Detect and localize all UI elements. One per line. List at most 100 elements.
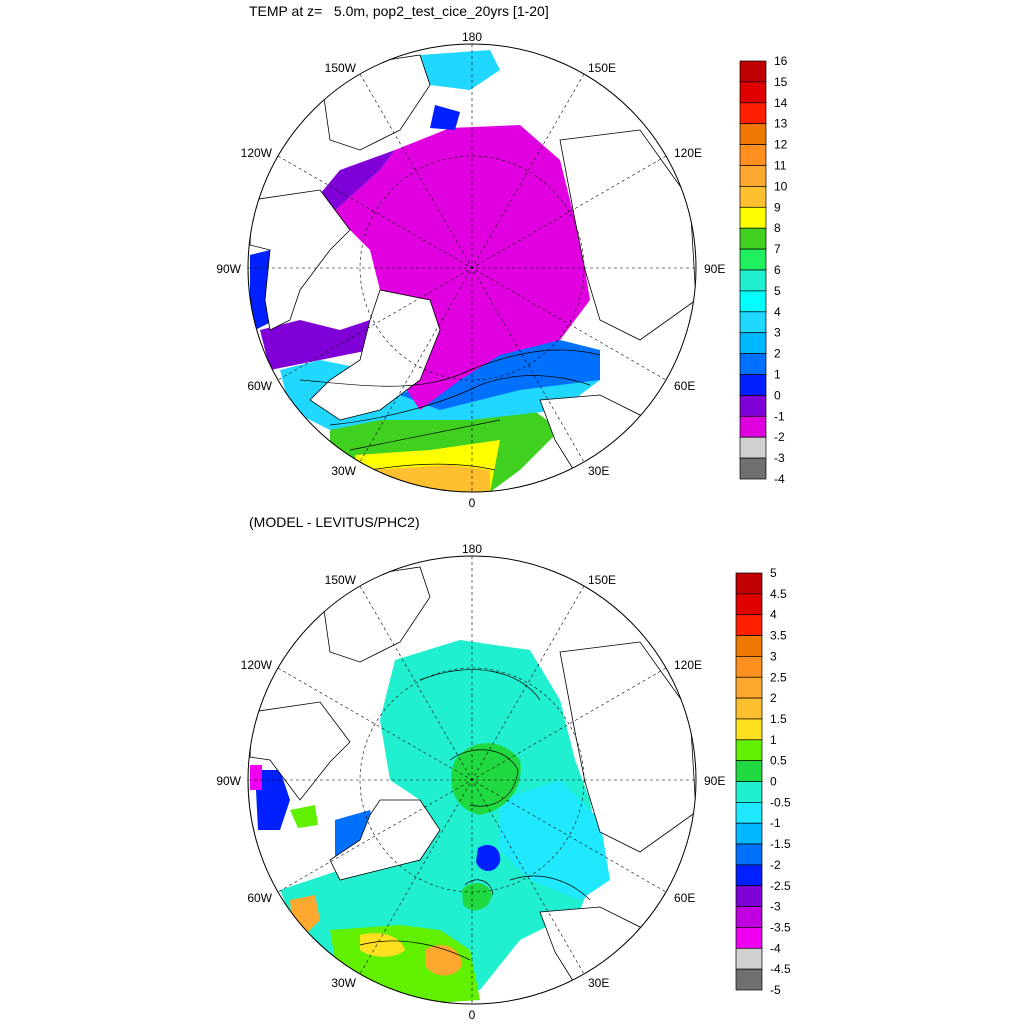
- contour-line: [329, 375, 591, 426]
- colorbar-swatch: [739, 123, 767, 145]
- colorbar-swatch: [735, 864, 763, 887]
- colorbar-label: 1: [774, 368, 781, 382]
- lon-label-120w: 120W: [241, 658, 273, 672]
- colorbar-label: -3: [770, 900, 781, 914]
- lon-label-60w: 60W: [247, 379, 272, 393]
- colorbar-label: 5: [774, 284, 781, 298]
- colorbar-label: 1.5: [770, 712, 787, 726]
- diff-field-lightblue: [500, 780, 610, 900]
- polar-map-1: 180 0 90W 90E 150W 120W 150E 120E 60W 30…: [216, 30, 725, 510]
- polar-map-2: 180 0 90W 90E 150W 120W 150E 120E 60W 30…: [216, 542, 725, 1022]
- colorbar-swatch: [739, 206, 767, 229]
- colorbar-swatch: [735, 843, 763, 866]
- lon-label-150e: 150E: [588, 61, 616, 75]
- colorbar-label: 0: [770, 775, 777, 789]
- diff-field-cyan: [280, 640, 600, 1004]
- map-border: [247, 555, 697, 1005]
- colorbar-swatch: [735, 822, 763, 845]
- colorbar-label: 2: [774, 347, 781, 361]
- canada-land: [249, 189, 351, 331]
- lon-label-150e: 150E: [588, 573, 616, 587]
- colorbar-label: -4: [770, 941, 781, 955]
- colorbar-swatch: [739, 60, 767, 83]
- colorbar-swatch: [735, 781, 763, 803]
- colorbar-swatch: [735, 968, 763, 991]
- lon-label-150w: 150W: [325, 61, 357, 75]
- colorbar-label: -1: [770, 816, 781, 830]
- colorbar-label: 3: [774, 326, 781, 340]
- contour-line: [359, 940, 471, 961]
- temp-field-magenta: [330, 125, 590, 410]
- contour-line: [369, 463, 496, 471]
- colorbar-label: 4.5: [770, 587, 787, 601]
- diff-field-canada-magenta: [250, 765, 262, 790]
- lon-label-150w: 150W: [325, 573, 357, 587]
- colorbar-label: -1: [774, 409, 785, 423]
- colorbar-swatch: [735, 676, 763, 699]
- colorbar-label: 6: [774, 263, 781, 277]
- contour-line: [509, 875, 591, 901]
- lon-label-0: 0: [469, 496, 476, 510]
- colorbar-label: -2.5: [770, 879, 791, 893]
- lon-label-30e: 30E: [588, 464, 609, 478]
- colorbar-swatch: [739, 269, 767, 292]
- colorbar-swatch: [739, 395, 767, 417]
- lon-label-60e: 60E: [674, 891, 695, 905]
- contour-line: [464, 879, 494, 896]
- diff-field-green: [451, 743, 521, 815]
- colorbar-label: 4: [774, 305, 781, 319]
- colorbar-label: 1: [770, 733, 777, 747]
- colorbar-swatch: [735, 927, 763, 949]
- colorbar-swatch: [739, 144, 767, 166]
- diff-field-canada-blue: [255, 770, 290, 830]
- colorbar-label: -2: [774, 430, 785, 444]
- panel-1-title: TEMP at z= 5.0m, pop2_test_cice_20yrs [1…: [249, 3, 549, 19]
- colorbar-label: 0: [774, 388, 781, 402]
- lon-label-30w: 30W: [331, 976, 356, 990]
- colorbar-label: -5: [770, 983, 781, 997]
- lon-label-60w: 60W: [247, 891, 272, 905]
- colorbar-label: 13: [774, 117, 788, 131]
- colorbar-swatch: [735, 635, 763, 657]
- graticule: [248, 44, 696, 492]
- temp-field-bering-blue: [430, 105, 460, 130]
- colorbar-label: 3.5: [770, 629, 787, 643]
- siberia-land: [559, 129, 696, 341]
- colorbar-swatch: [735, 614, 763, 636]
- colorbar-label: 12: [774, 138, 788, 152]
- colorbar-label: -4: [774, 472, 785, 486]
- colorbar-label: -3: [774, 451, 785, 465]
- colorbar-swatch: [739, 436, 767, 459]
- colorbar-label: 2.5: [770, 670, 787, 684]
- colorbar-swatch: [739, 332, 767, 354]
- colorbar-label: 5: [770, 566, 777, 580]
- diff-field-blue-spot: [476, 844, 501, 872]
- temp-field-blue: [400, 340, 600, 410]
- temp-field-purple: [315, 150, 395, 215]
- contour-line: [299, 349, 601, 387]
- colorbar-label: 0.5: [770, 754, 787, 768]
- siberia-land: [559, 641, 696, 853]
- colorbar-swatch: [735, 906, 763, 928]
- colorbar-label: -3.5: [770, 920, 791, 934]
- contour-line: [449, 749, 519, 807]
- colorbar-label: 3: [770, 649, 777, 663]
- colorbar-label: 14: [774, 96, 788, 110]
- colorbar-swatch: [739, 353, 767, 375]
- lon-label-90e: 90E: [704, 774, 725, 788]
- colorbar-label: -4.5: [770, 962, 791, 976]
- colorbar-swatch: [735, 947, 763, 970]
- greenland-land: [309, 289, 441, 421]
- diff-field-atl-yellow: [360, 933, 405, 957]
- colorbar-swatch: [739, 248, 767, 271]
- lon-label-60e: 60E: [674, 379, 695, 393]
- colorbar-swatch: [739, 81, 767, 104]
- lon-label-180: 180: [462, 30, 482, 44]
- colorbar-label: -2: [770, 858, 781, 872]
- colorbar-swatch: [739, 227, 767, 250]
- lon-label-180: 180: [462, 542, 482, 556]
- colorbar-swatch: [739, 186, 767, 208]
- colorbar-swatch: [739, 457, 767, 480]
- diff-field-green-spot: [462, 883, 492, 911]
